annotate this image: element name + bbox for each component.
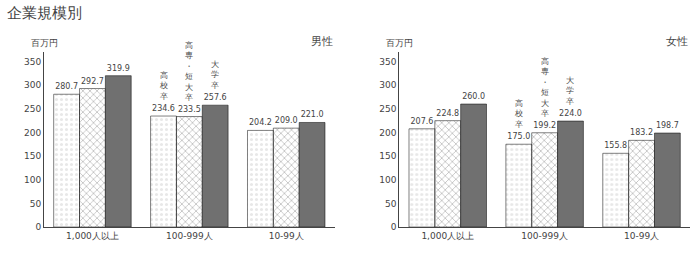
svg-text:50: 50 [385, 199, 397, 209]
svg-text:150: 150 [24, 151, 41, 161]
svg-text:100: 100 [24, 175, 41, 185]
svg-text:女性: 女性 [666, 35, 688, 48]
svg-text:198.7: 198.7 [656, 121, 679, 130]
svg-text:300: 300 [379, 80, 396, 90]
svg-text:350: 350 [379, 57, 396, 67]
svg-text:155.8: 155.8 [604, 141, 627, 150]
svg-text:0: 0 [35, 222, 41, 232]
svg-text:183.2: 183.2 [630, 128, 653, 137]
svg-text:200: 200 [24, 128, 41, 138]
svg-text:100-999人: 100-999人 [521, 231, 568, 241]
svg-text:300: 300 [24, 80, 41, 90]
svg-text:204.2: 204.2 [249, 118, 272, 127]
svg-text:高専・短大卒: 高専・短大卒 [185, 41, 193, 102]
svg-text:男性: 男性 [311, 35, 333, 48]
svg-text:150: 150 [379, 151, 396, 161]
svg-text:企業規模別: 企業規模別 [7, 4, 82, 22]
svg-text:209.0: 209.0 [275, 116, 298, 125]
svg-text:224.8: 224.8 [436, 109, 459, 118]
svg-text:257.6: 257.6 [204, 93, 227, 102]
svg-text:199.2: 199.2 [533, 121, 556, 130]
svg-text:224.0: 224.0 [559, 109, 582, 118]
svg-text:1,000人以上: 1,000人以上 [421, 231, 474, 241]
svg-text:大学卒: 大学卒 [566, 76, 574, 106]
svg-text:250: 250 [379, 104, 396, 114]
svg-text:280.7: 280.7 [55, 82, 78, 91]
svg-text:350: 350 [24, 57, 41, 67]
svg-text:10-99人: 10-99人 [269, 231, 304, 241]
svg-text:大学卒: 大学卒 [211, 60, 219, 90]
svg-text:250: 250 [24, 104, 41, 114]
svg-text:260.0: 260.0 [462, 92, 485, 101]
svg-text:50: 50 [30, 199, 42, 209]
svg-text:百万円: 百万円 [386, 38, 413, 48]
svg-text:175.0: 175.0 [507, 132, 530, 141]
svg-text:200: 200 [379, 128, 396, 138]
svg-text:0: 0 [391, 222, 397, 232]
svg-text:高専・短大卒: 高専・短大卒 [541, 57, 549, 118]
svg-text:10-99人: 10-99人 [624, 231, 659, 241]
svg-text:100: 100 [379, 175, 396, 185]
svg-text:319.9: 319.9 [107, 64, 130, 73]
svg-text:233.5: 233.5 [178, 105, 201, 114]
svg-text:221.0: 221.0 [301, 110, 324, 119]
svg-text:高校卒: 高校卒 [514, 99, 523, 129]
svg-text:1,000人以上: 1,000人以上 [66, 231, 119, 241]
svg-text:百万円: 百万円 [31, 38, 58, 48]
svg-text:292.7: 292.7 [81, 77, 104, 86]
svg-text:234.6: 234.6 [152, 104, 175, 113]
svg-text:207.6: 207.6 [410, 117, 433, 126]
svg-text:100-999人: 100-999人 [166, 231, 213, 241]
svg-text:高校卒: 高校卒 [159, 71, 168, 101]
